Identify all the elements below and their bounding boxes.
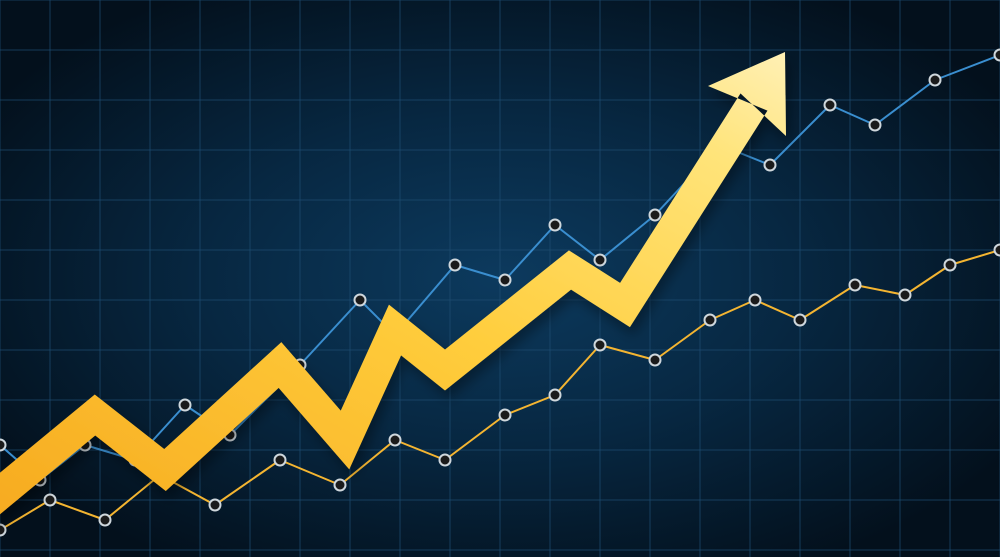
data-point-marker [650,355,661,366]
data-point-marker [390,435,401,446]
data-point-marker [750,295,761,306]
data-point-marker [765,160,776,171]
growth-chart-infographic [0,0,1000,557]
data-point-marker [870,120,881,131]
data-point-marker [0,440,6,451]
data-point-marker [275,455,286,466]
data-point-marker [945,260,956,271]
data-point-marker [0,525,6,536]
data-point-marker [995,50,1000,61]
data-point-marker [450,260,461,271]
data-point-marker [100,515,111,526]
data-point-marker [930,75,941,86]
data-point-marker [900,290,911,301]
data-point-marker [595,255,606,266]
data-point-marker [850,280,861,291]
data-point-marker [650,210,661,221]
data-point-marker [210,500,221,511]
data-point-marker [995,245,1000,256]
data-point-marker [45,495,56,506]
data-point-marker [500,410,511,421]
data-point-marker [180,400,191,411]
data-point-marker [795,315,806,326]
data-point-marker [825,100,836,111]
data-point-marker [550,390,561,401]
chart-svg [0,0,1000,557]
data-point-marker [595,340,606,351]
data-point-marker [440,455,451,466]
data-point-marker [550,220,561,231]
data-point-marker [335,480,346,491]
data-point-marker [355,295,366,306]
data-point-marker [500,275,511,286]
data-point-marker [705,315,716,326]
